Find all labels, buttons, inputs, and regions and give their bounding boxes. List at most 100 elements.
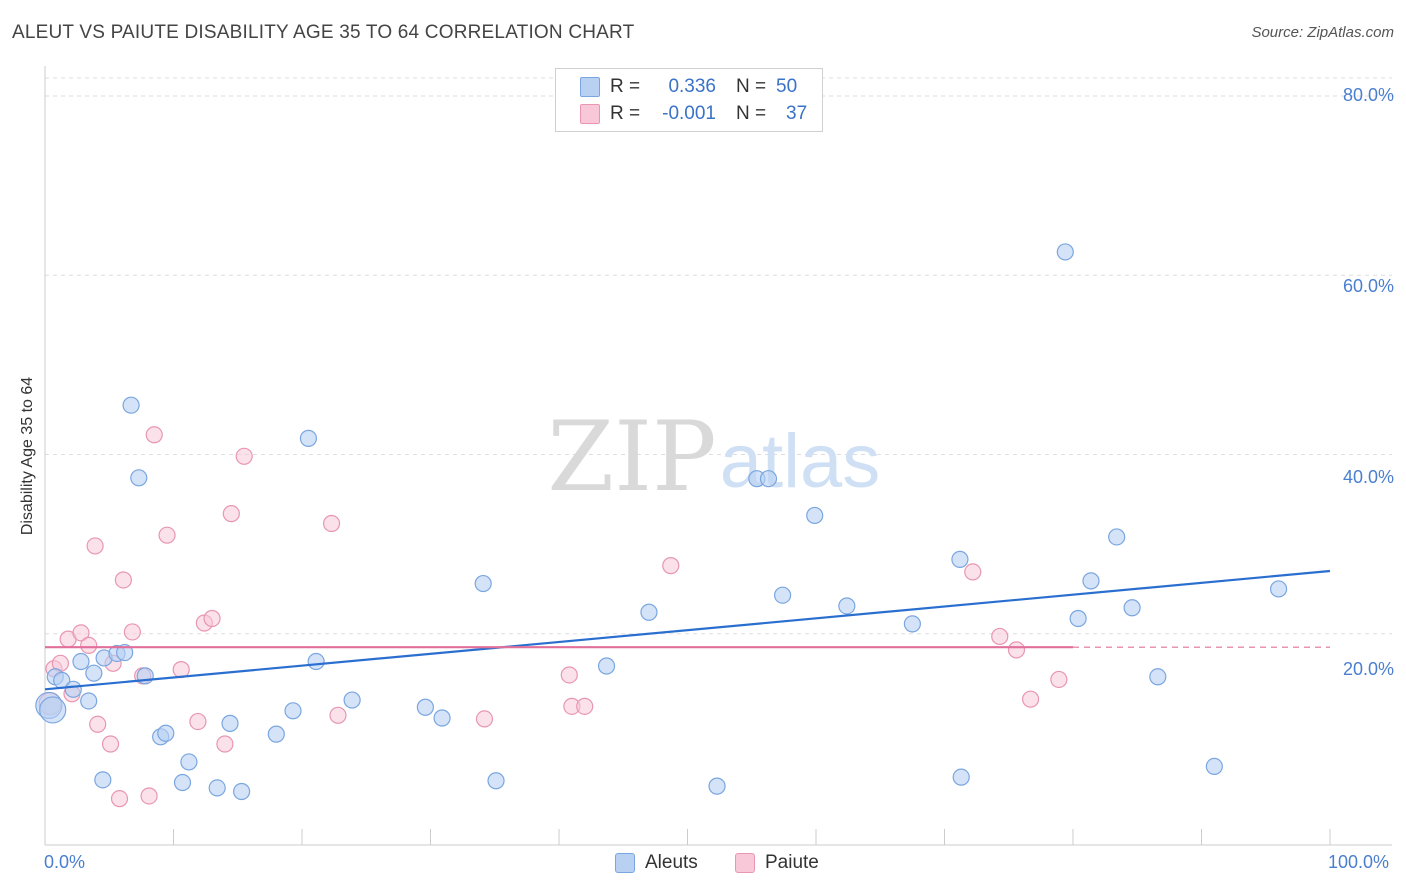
paiute-point xyxy=(576,697,594,715)
aleut-points xyxy=(35,243,1288,801)
paiute-point xyxy=(72,624,90,642)
aleut-point xyxy=(173,773,192,792)
aleut-point xyxy=(640,603,658,621)
bottom-legend-swatch-aleuts xyxy=(615,853,635,873)
aleut-point xyxy=(708,777,726,795)
bottom-legend-aleuts: Aleuts xyxy=(615,852,698,874)
paiute-point xyxy=(216,735,234,753)
trend-lines xyxy=(44,569,1331,691)
aleut-point xyxy=(64,680,82,698)
aleut-point xyxy=(433,709,451,727)
bottom-legend-label-aleuts: Aleuts xyxy=(645,852,698,873)
y-tick-label-60: 60.0% xyxy=(1342,276,1394,296)
source-label: Source: ZipAtlas.com xyxy=(1251,24,1394,41)
paiute-point xyxy=(475,710,494,728)
aleut-point xyxy=(487,772,505,790)
legend-r-label: R = xyxy=(610,76,641,97)
legend-row-aleuts: R = 0.336 N = 50 xyxy=(580,74,797,100)
aleut-point xyxy=(307,652,325,671)
watermark-zip: ZIP xyxy=(547,401,716,513)
paiute-point xyxy=(140,787,158,805)
paiute-point xyxy=(203,609,221,628)
aleut-point xyxy=(951,550,969,568)
legend-row-paiute: R = -0.001 N = 37 xyxy=(580,101,807,127)
aleut-point xyxy=(1123,599,1141,617)
paiute-point xyxy=(110,790,129,808)
watermark-atlas: atlas xyxy=(720,419,881,504)
legend-n-label: N = xyxy=(736,76,767,97)
aleut-point xyxy=(80,692,98,710)
paiute-point xyxy=(560,666,578,684)
legend-swatch-paiute xyxy=(580,104,600,124)
y-axis-label: Disability Age 35 to 64 xyxy=(19,376,36,536)
paiute-point xyxy=(1050,670,1068,689)
paiute-point xyxy=(158,526,176,544)
y-tick-label-40: 40.0% xyxy=(1342,467,1394,487)
aleut-point xyxy=(267,725,285,743)
paiute-point xyxy=(101,735,120,753)
legend-r-value-paiute: -0.001 xyxy=(662,103,716,124)
aleut-point xyxy=(130,469,148,487)
paiute-point xyxy=(1021,690,1040,708)
paiute-point xyxy=(662,557,680,575)
watermark: ZIP atlas xyxy=(547,401,880,513)
aleut-point xyxy=(759,470,778,488)
aleut-point xyxy=(1056,243,1074,261)
paiute-point xyxy=(114,571,132,589)
paiute-point xyxy=(80,636,98,655)
paiute-point xyxy=(329,706,347,724)
paiute-point xyxy=(189,712,207,731)
aleut-point xyxy=(773,586,792,604)
bottom-legend-label-paiute: Paiute xyxy=(765,852,819,873)
aleut-point xyxy=(1149,668,1167,686)
aleut-point xyxy=(116,643,134,662)
chart-title: ALEUT VS PAIUTE DISABILITY AGE 35 TO 64 … xyxy=(12,22,635,43)
aleut-point xyxy=(597,657,616,675)
legend-n-value-paiute: 37 xyxy=(786,103,808,124)
correlation-legend: R = 0.336 N = 50 R = -0.001 N = 37 xyxy=(555,68,823,132)
paiute-point xyxy=(964,563,982,581)
legend-swatch-aleuts xyxy=(580,77,600,97)
aleut-point xyxy=(284,702,302,720)
legend-n-label: N = xyxy=(736,103,767,124)
aleut-point xyxy=(1108,528,1126,546)
legend-n-value-aleuts: 50 xyxy=(776,76,798,97)
aleut-point xyxy=(221,714,239,732)
paiute-point xyxy=(145,426,163,444)
paiute-point xyxy=(89,715,107,733)
paiute-point xyxy=(86,537,104,555)
aleut-point xyxy=(85,664,103,682)
aleut-point xyxy=(1082,572,1100,590)
legend-r-label: R = xyxy=(610,103,641,124)
x-tick-label-min: 0.0% xyxy=(44,852,86,872)
aleut-point xyxy=(208,779,226,797)
aleut-point xyxy=(474,574,492,593)
bottom-legend-swatch-paiute xyxy=(735,853,755,873)
paiute-point xyxy=(991,627,1009,646)
bottom-legend-paiute: Paiute xyxy=(735,852,819,874)
paiute-point xyxy=(322,514,341,533)
aleut-point xyxy=(233,782,251,801)
aleut-point xyxy=(299,429,318,447)
aleut-point xyxy=(39,696,67,724)
aleut-point xyxy=(1269,580,1288,598)
aleut-point xyxy=(180,753,198,771)
aleut-point xyxy=(416,698,434,716)
aleut-point xyxy=(838,597,856,615)
aleut-point xyxy=(806,506,824,525)
aleut-point xyxy=(1205,757,1223,775)
paiute-point xyxy=(222,505,240,523)
aleut-point xyxy=(952,768,970,786)
paiute-point xyxy=(235,447,253,465)
y-tick-label-80: 80.0% xyxy=(1342,85,1394,105)
aleut-point xyxy=(72,652,90,671)
gridlines xyxy=(45,77,1392,635)
aleut-point xyxy=(157,724,175,742)
y-tick-label-20: 20.0% xyxy=(1342,659,1394,679)
aleut-point xyxy=(122,396,140,414)
aleut-point xyxy=(1069,609,1087,628)
aleut-trend-line xyxy=(44,569,1331,691)
aleut-point xyxy=(343,691,361,709)
paiute-point xyxy=(123,623,141,641)
